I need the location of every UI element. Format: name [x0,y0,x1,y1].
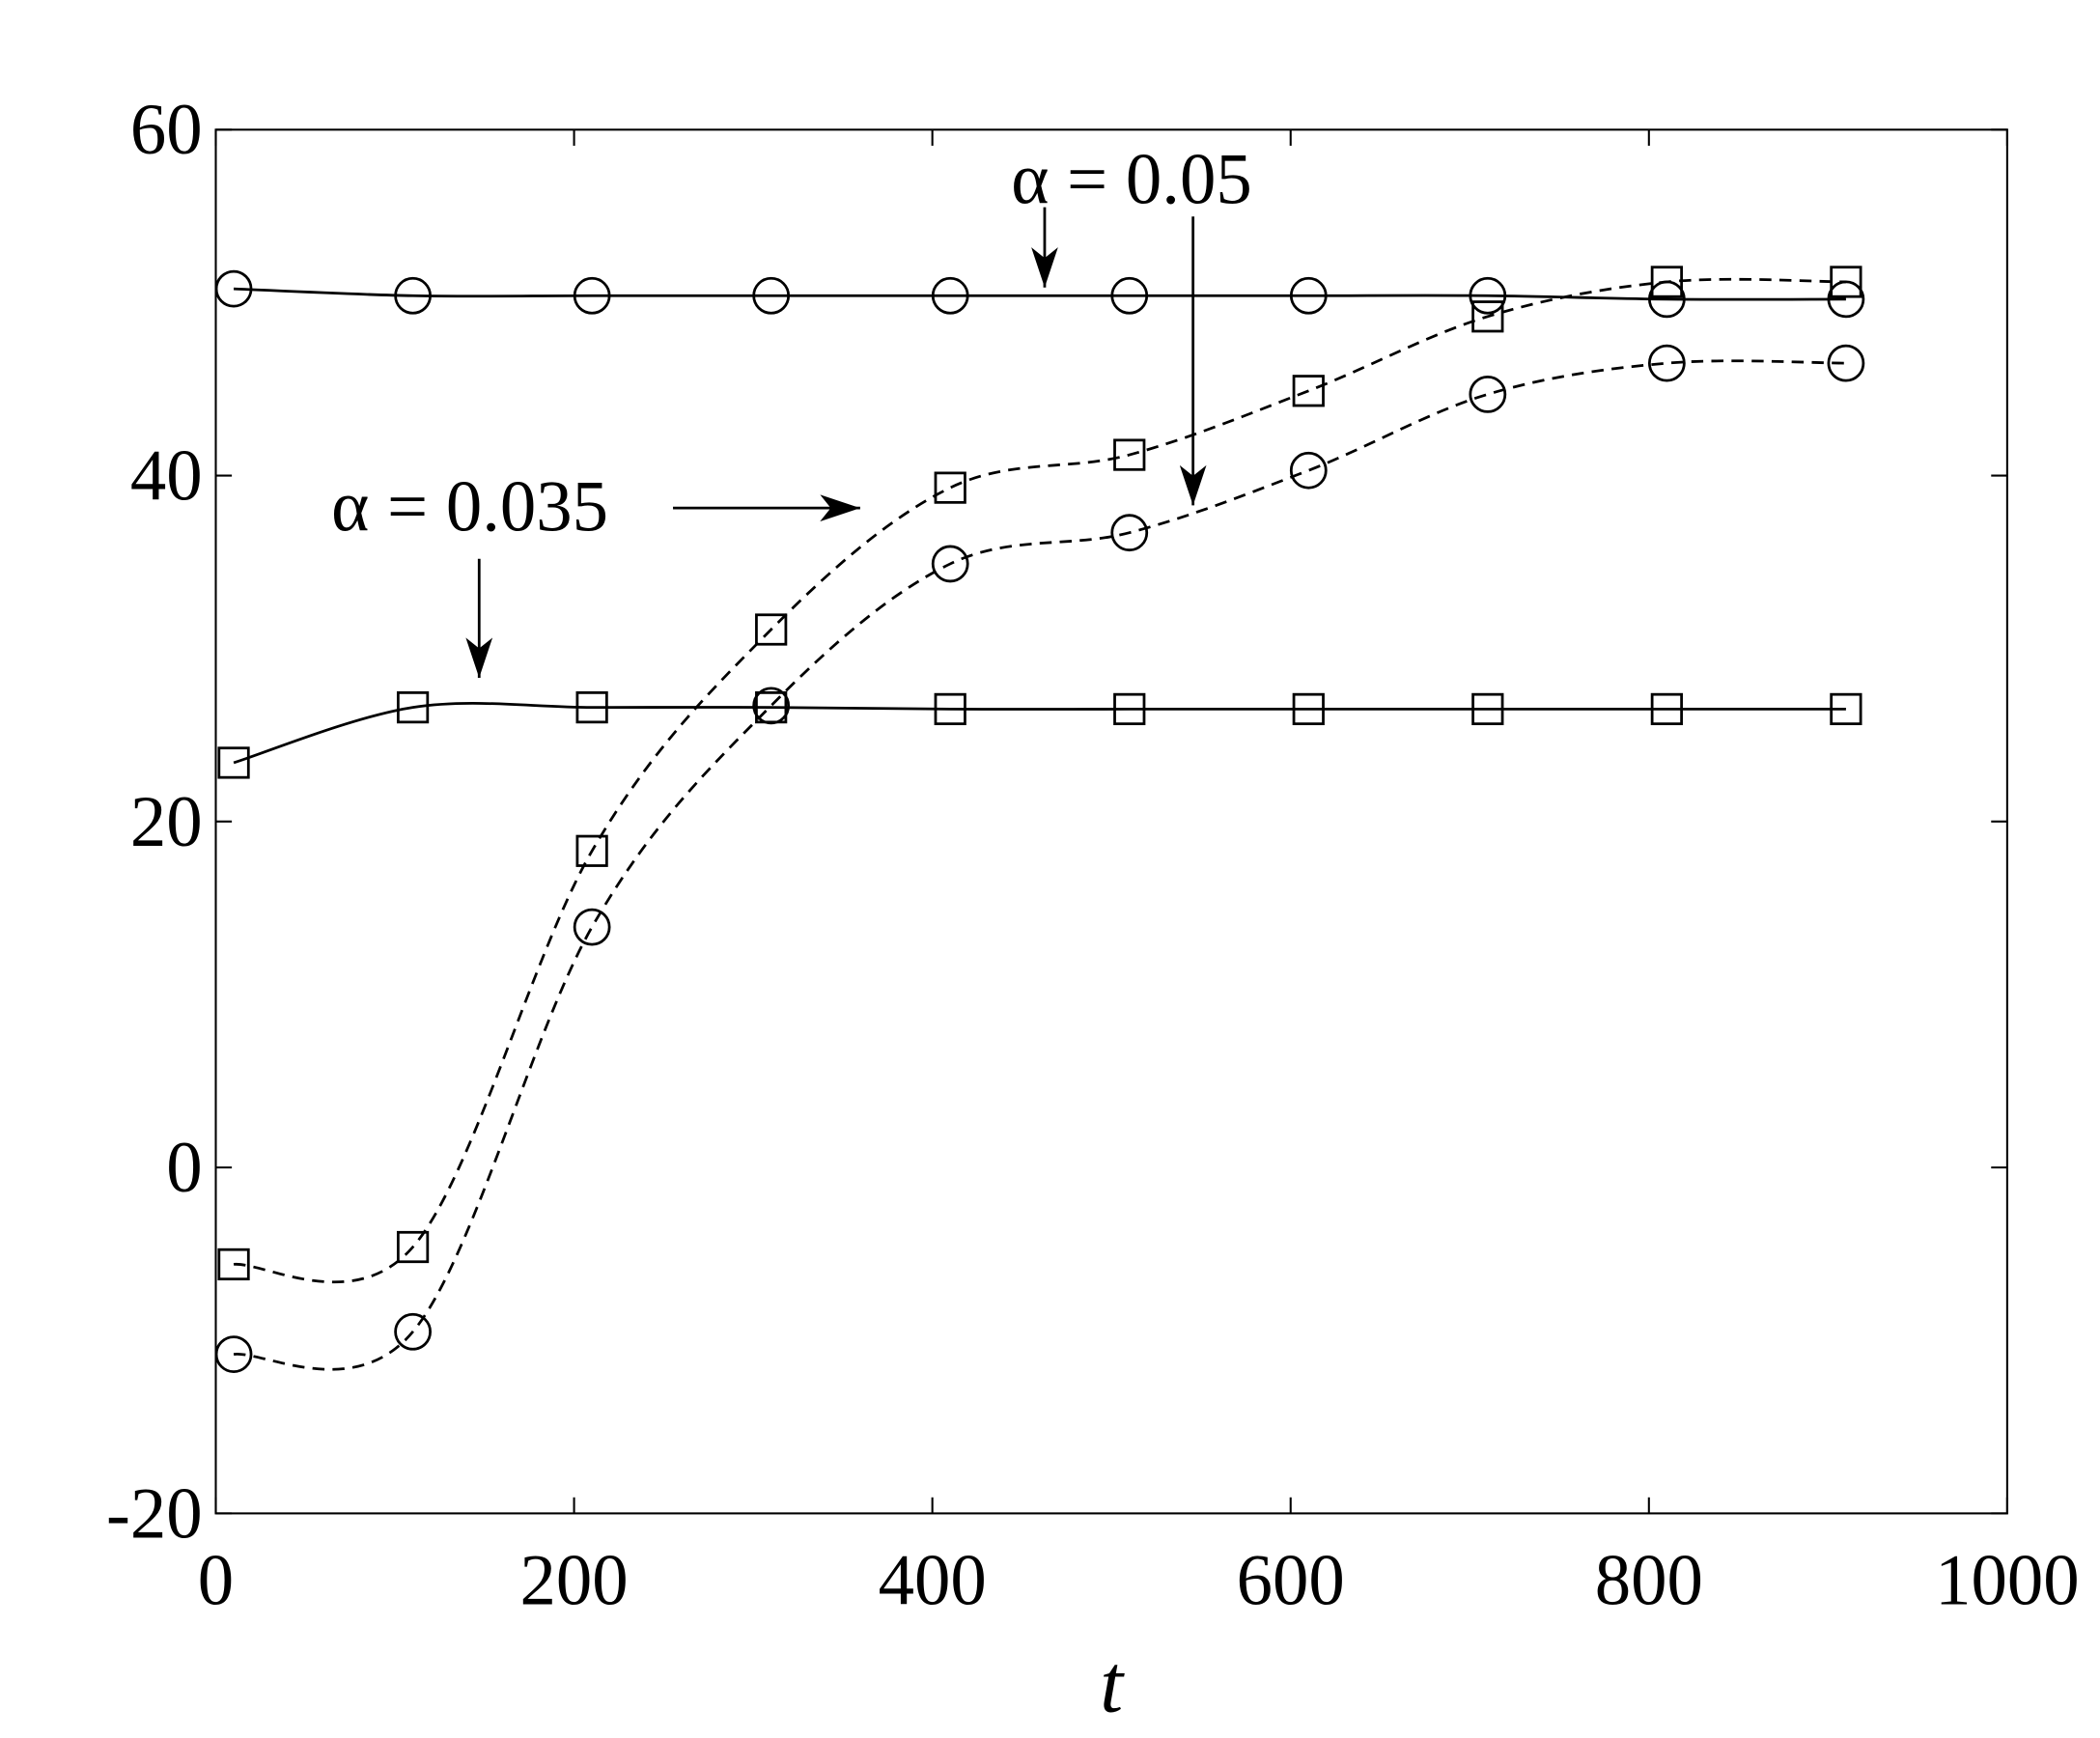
marker [396,1230,430,1264]
marker [573,908,611,946]
marker [1650,692,1683,726]
y-tick-label: 60 [130,90,203,170]
marker [1827,344,1865,382]
marker [1650,266,1683,298]
marker [394,1312,432,1351]
x-tick-label: 400 [879,1541,987,1621]
marker [1289,276,1328,315]
marker [931,276,969,315]
marker [1469,276,1507,315]
marker [575,691,608,724]
marker [1292,692,1325,726]
marker [755,613,788,646]
marker [1110,276,1149,315]
y-tick-label: -20 [106,1473,203,1554]
x-tick-label: 1000 [1935,1541,2079,1621]
marker [1830,266,1862,298]
y-tick-label: 40 [130,435,203,516]
marker [396,691,430,724]
x-tick-label: 600 [1237,1541,1345,1621]
series-line [234,287,1846,301]
series-line [233,359,1846,1371]
marker [1113,692,1146,726]
x-tick-label: 0 [198,1541,234,1621]
marker [575,834,608,867]
marker [752,276,791,315]
marker [217,746,250,779]
y-tick-label: 20 [130,782,203,862]
x-axis-label: t [1100,1638,1125,1729]
marker [1113,438,1146,471]
plot-frame [214,128,2008,1515]
marker [1471,692,1504,726]
marker [752,687,791,725]
marker [931,545,969,583]
series-line [233,277,1846,1284]
x-tick-label: 800 [1595,1541,1703,1621]
marker [1469,375,1507,413]
x-tick-label: 200 [520,1541,629,1621]
annotation: α = 0.035 [331,467,608,547]
y-tick-label: 0 [166,1128,202,1208]
marker [1471,300,1504,333]
marker [214,1335,253,1373]
marker [934,471,966,504]
marker [1647,344,1686,382]
marker [394,276,432,315]
marker [1110,514,1149,552]
marker [1830,692,1862,726]
marker [934,692,966,726]
series-line [233,702,1846,765]
marker [214,269,253,308]
marker [217,1247,250,1281]
marker [573,276,611,315]
marker [1289,451,1328,490]
marker [1292,375,1325,407]
annotation: α = 0.05 [1011,139,1252,219]
